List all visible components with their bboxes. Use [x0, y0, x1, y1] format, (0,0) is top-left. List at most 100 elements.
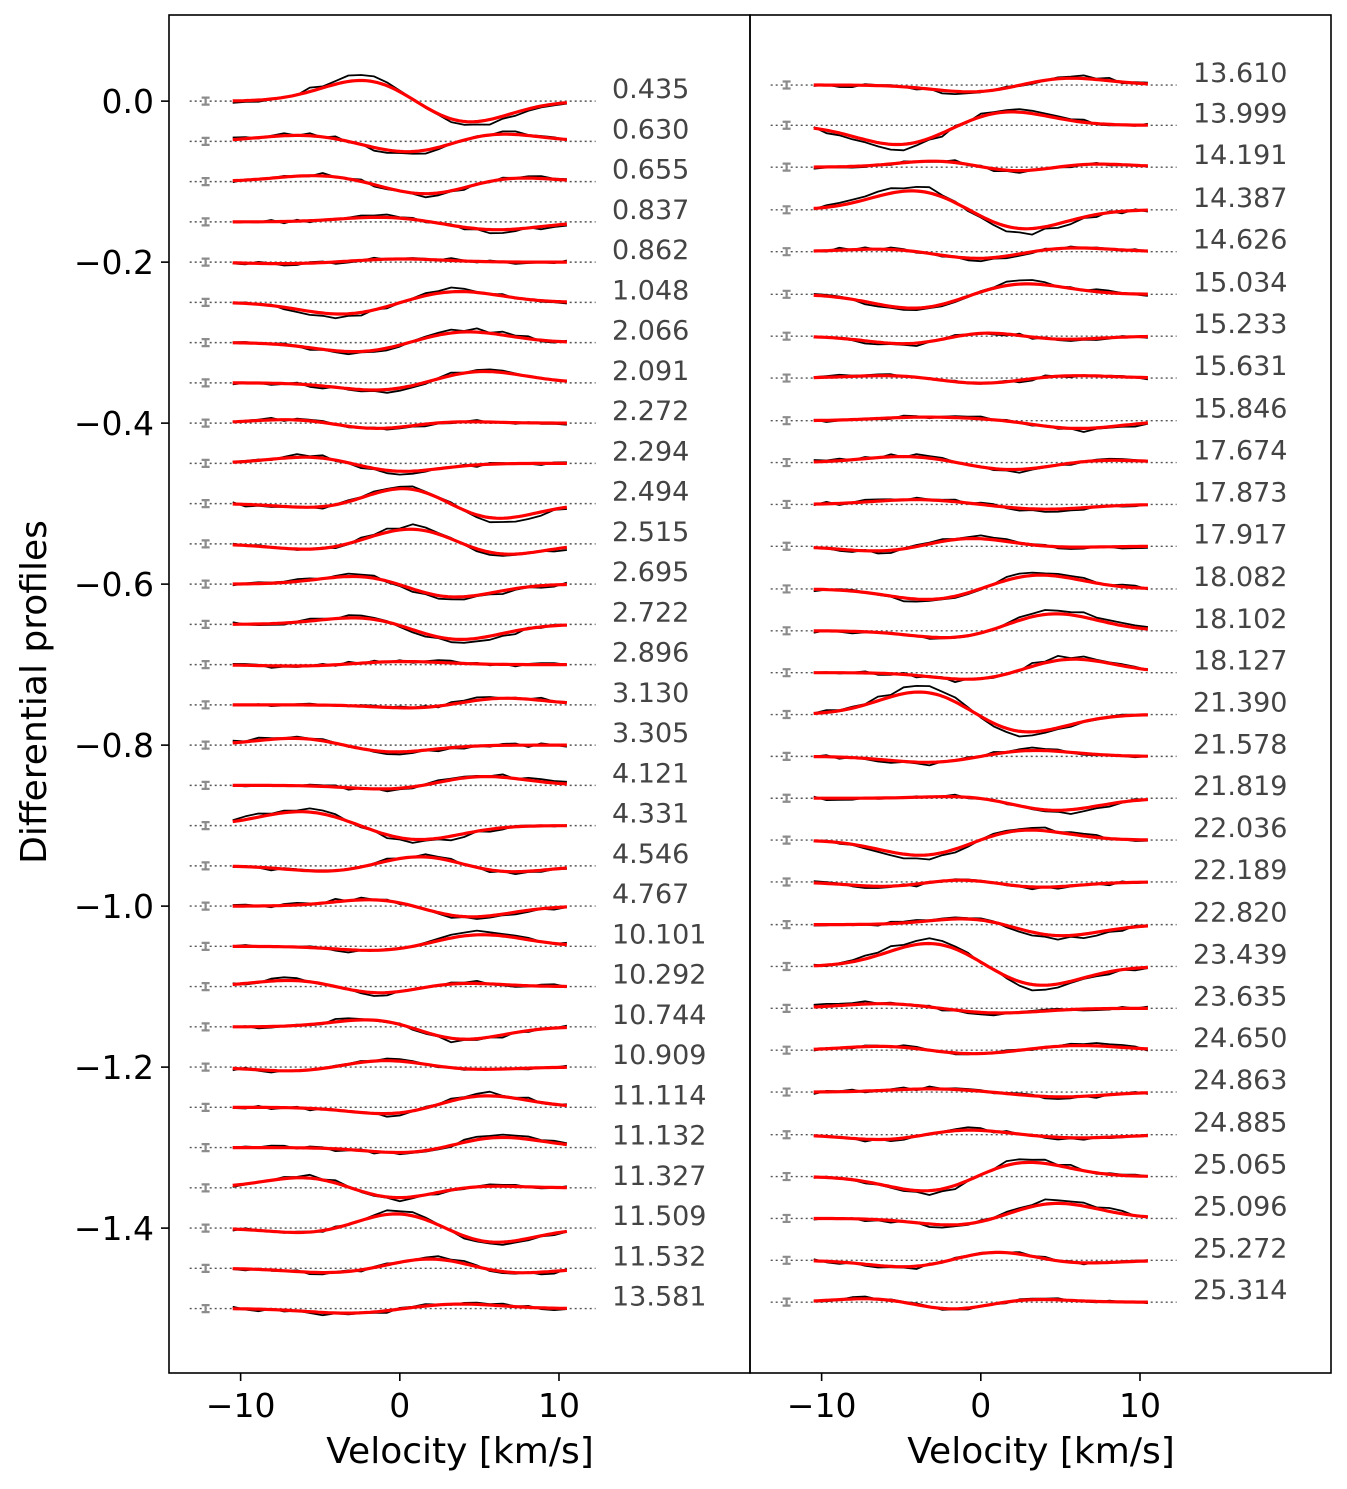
- errorbar-row-13-581: [201, 1304, 210, 1314]
- errorbar-row-24-863: [782, 1087, 791, 1097]
- errorbar-row-2-695: [201, 579, 210, 589]
- model-profile-row-13-610: [813, 76, 1148, 94]
- model-profile-row-0-630: [232, 132, 568, 154]
- phase-label-row-4-121: 4.121: [612, 758, 689, 789]
- phase-label-row-3-305: 3.305: [612, 718, 689, 749]
- x-axis-title-left: Velocity [km/s]: [326, 1431, 594, 1472]
- phase-label-row-10-744: 10.744: [612, 1000, 706, 1031]
- errorbar-row-18-127: [782, 668, 791, 678]
- errorbar-row-11-114: [201, 1102, 210, 1112]
- model-profile-row-17-917: [813, 536, 1148, 553]
- model-profile-row-21-578: [813, 748, 1148, 764]
- phase-label-row-10-909: 10.909: [612, 1040, 706, 1071]
- model-profile-row-17-674: [813, 455, 1148, 472]
- phase-label-row-2-722: 2.722: [612, 597, 689, 628]
- errorbar-row-2-494: [201, 499, 210, 509]
- phase-label-row-17-674: 17.674: [1193, 436, 1287, 467]
- panel-left-data: [189, 74, 596, 1317]
- phase-label-row-21-578: 21.578: [1193, 729, 1287, 760]
- errorbar-row-25-065: [782, 1171, 791, 1182]
- y-tick-label-5: −1.0: [74, 887, 154, 926]
- model-profile-row-2-294: [232, 455, 567, 473]
- panel-left-xticks: −10 0 10: [206, 1373, 580, 1425]
- phase-label-row-2-294: 2.294: [612, 436, 689, 467]
- errorbar-row-18-102: [782, 626, 791, 636]
- errorbar-row-2-091: [201, 378, 210, 388]
- phase-label-row-17-917: 17.917: [1193, 519, 1287, 550]
- model-profile-row-2-515: [232, 527, 568, 556]
- errorbar-row-11-509: [201, 1223, 210, 1233]
- errorbar-row-21-578: [782, 751, 791, 761]
- phase-label-row-13-610: 13.610: [1193, 58, 1287, 89]
- x-tick-label-1-0: −10: [787, 1386, 857, 1425]
- phase-label-row-2-091: 2.091: [612, 356, 689, 387]
- y-tick-label-6: −1.2: [74, 1048, 154, 1087]
- model-profile-row-11-327: [232, 1176, 567, 1200]
- errorbar-row-0-630: [201, 136, 210, 146]
- phase-label-row-11-532: 11.532: [612, 1241, 706, 1272]
- errorbar-row-17-674: [782, 457, 791, 468]
- phase-label-row-25-065: 25.065: [1193, 1150, 1287, 1181]
- model-profile-row-2-722: [232, 616, 567, 641]
- panel-right-xticks: −10 0 10: [787, 1373, 1161, 1425]
- phase-label-row-14-626: 14.626: [1193, 225, 1287, 256]
- x-axis-title-right: Velocity [km/s]: [907, 1431, 1175, 1472]
- phase-label-row-22-820: 22.820: [1193, 898, 1287, 929]
- errorbar-row-17-873: [782, 499, 791, 510]
- panel-left: 0.435 0.630 0.655 0.837 0.862 1.048 2.066 2.091…: [189, 74, 706, 1425]
- errorbar-row-11-327: [201, 1183, 210, 1193]
- model-profile-row-23-439: [813, 941, 1148, 987]
- model-profile-row-0-435: [232, 78, 568, 124]
- phase-label-row-4-331: 4.331: [612, 799, 689, 830]
- model-profile-row-15-233: [813, 331, 1148, 346]
- errorbar-row-1-048: [201, 297, 210, 307]
- model-profile-row-10-101: [232, 933, 568, 952]
- panel-right-frame: [749, 14, 1332, 1374]
- errorbar-row-0-655: [201, 177, 210, 187]
- model-profile-row-25-272: [813, 1250, 1148, 1269]
- phase-label-row-18-127: 18.127: [1193, 646, 1287, 677]
- phase-label-row-10-292: 10.292: [612, 960, 706, 991]
- y-tick-label-1: −0.2: [74, 243, 154, 282]
- y-tick-label-2: −0.4: [74, 404, 154, 443]
- model-profile-row-2-066: [232, 330, 567, 354]
- errorbar-row-0-862: [201, 257, 210, 267]
- errorbar-row-2-722: [201, 619, 210, 629]
- model-profile-row-2-896: [232, 659, 567, 668]
- errorbar-row-4-331: [201, 821, 210, 831]
- x-tick-label-0-2: 10: [538, 1386, 580, 1425]
- phase-label-row-13-999: 13.999: [1193, 98, 1287, 129]
- errorbar-row-18-082: [782, 584, 791, 594]
- model-profile-row-24-863: [813, 1087, 1148, 1099]
- errorbar-row-17-917: [782, 541, 791, 551]
- model-profile-row-2-494: [232, 487, 568, 520]
- phase-label-row-22-036: 22.036: [1193, 813, 1287, 844]
- errorbar-row-10-744: [201, 1022, 210, 1032]
- model-profile-row-21-390: [813, 690, 1148, 734]
- phase-label-row-10-101: 10.101: [612, 919, 706, 950]
- errorbar-row-10-909: [201, 1062, 210, 1072]
- errorbar-row-11-532: [201, 1263, 210, 1273]
- errorbar-row-25-096: [782, 1213, 791, 1224]
- phase-label-row-0-435: 0.435: [612, 74, 689, 105]
- model-profile-row-18-082: [813, 573, 1148, 601]
- errorbar-row-0-837: [201, 217, 210, 227]
- panel-right: 13.610 13.999 14.191 14.387 14.626 15.034 15.2…: [770, 58, 1287, 1425]
- model-profile-row-15-631: [813, 374, 1148, 385]
- phase-label-row-2-494: 2.494: [612, 477, 689, 508]
- errorbar-row-3-305: [201, 740, 210, 750]
- phase-label-row-15-846: 15.846: [1193, 394, 1287, 425]
- errorbar-row-24-885: [782, 1130, 791, 1140]
- phase-label-row-25-272: 25.272: [1193, 1233, 1287, 1264]
- phase-label-row-15-034: 15.034: [1193, 267, 1287, 298]
- errorbar-row-10-292: [201, 982, 210, 992]
- errorbar-row-4-767: [201, 901, 210, 911]
- model-profile-row-15-034: [813, 282, 1148, 310]
- phase-label-row-2-695: 2.695: [612, 557, 689, 588]
- errorbar-row-23-439: [782, 961, 791, 972]
- phase-label-row-11-114: 11.114: [612, 1080, 706, 1111]
- model-profile-row-23-635: [813, 1002, 1148, 1015]
- phase-label-row-23-635: 23.635: [1193, 981, 1287, 1012]
- phase-label-row-22-189: 22.189: [1193, 855, 1287, 886]
